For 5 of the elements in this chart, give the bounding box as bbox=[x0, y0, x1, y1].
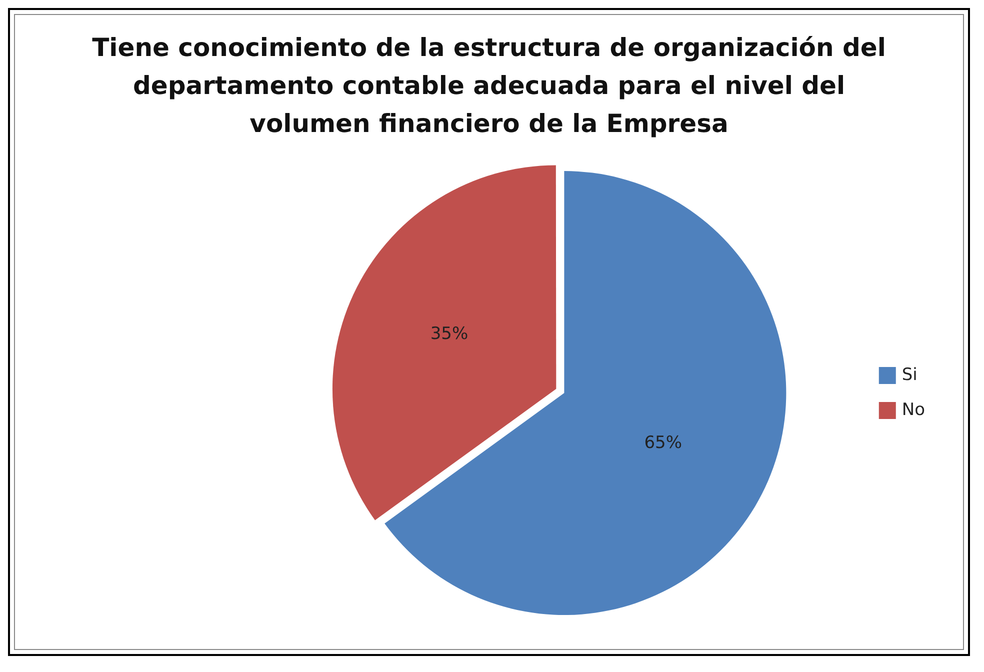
legend-label: Si bbox=[902, 364, 918, 385]
legend-label: No bbox=[902, 400, 926, 420]
data-label: 65% bbox=[644, 432, 682, 453]
chart-title: Tiene conocimiento de la estructura de organización del departamento contable adecuada para el nivel del volumen financiero de la Empresa bbox=[91, 32, 887, 140]
data-label: 35% bbox=[430, 324, 468, 344]
